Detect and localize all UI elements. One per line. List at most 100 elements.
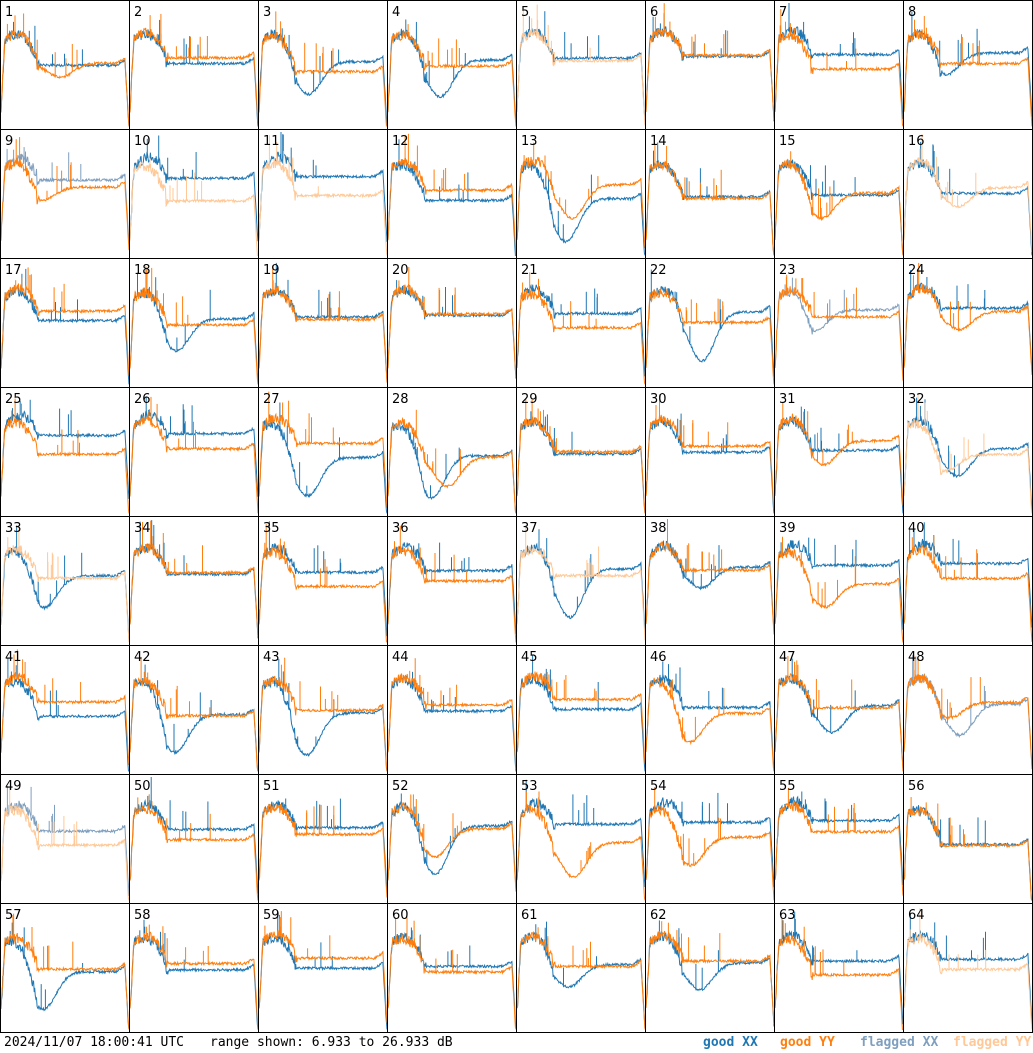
antenna-panel: 31: [774, 392, 904, 514]
spectrum-line: [903, 284, 1033, 375]
spectrum-line: [903, 806, 1033, 901]
panel-label: 21: [521, 263, 538, 278]
legend-good-xx: good XX: [703, 1035, 758, 1050]
panel-label: 59: [263, 908, 280, 923]
panel-label: 54: [650, 779, 667, 794]
panel-label: 28: [392, 392, 409, 407]
panel-label: 50: [134, 779, 151, 794]
spectrum-line: [387, 545, 517, 643]
panel-label: 22: [650, 263, 667, 278]
panel-label: 15: [779, 134, 796, 149]
spectrum-line: [516, 544, 646, 641]
spectrum-line: [0, 158, 130, 251]
spectrum-line: [387, 673, 517, 769]
panel-label: 27: [263, 392, 280, 407]
spectrum-line: [129, 804, 259, 901]
spectrum-line: [645, 539, 775, 633]
panel-label: 16: [908, 134, 925, 149]
antenna-panel: 39: [774, 521, 904, 643]
antenna-panel: 14: [645, 134, 775, 256]
spectrum-line: [903, 29, 1033, 127]
antenna-panel: 61: [516, 908, 646, 1030]
panel-label: 55: [779, 779, 796, 794]
legend-flagged-yy: flagged YY: [953, 1035, 1032, 1050]
spectrum-line: [516, 28, 646, 126]
spectrum-line: [0, 932, 130, 1030]
antenna-panel: 6: [645, 3, 775, 122]
spectrum-line: [129, 798, 259, 894]
spectrum-line: [774, 548, 904, 643]
antenna-panel: 11: [258, 132, 388, 256]
antenna-panel: 34: [129, 520, 259, 639]
panel-label: 6: [650, 5, 658, 20]
panel-label: 48: [908, 650, 925, 665]
spectrum-line: [129, 288, 259, 385]
panel-label: 26: [134, 392, 151, 407]
antenna-panel: 32: [903, 392, 1033, 514]
antenna-panel: 23: [774, 263, 904, 381]
spectrum-line: [903, 544, 1033, 642]
antenna-panel: 50: [129, 777, 259, 901]
antenna-panel: 37: [516, 521, 646, 641]
antenna-panel: 53: [516, 779, 646, 901]
antenna-panel: 38: [645, 519, 775, 635]
antenna-panel: 24: [903, 262, 1033, 375]
antenna-panel: 56: [903, 779, 1033, 901]
panel-label: 51: [263, 779, 280, 794]
spectrum-line: [516, 416, 646, 514]
panel-label: 47: [779, 650, 796, 665]
antenna-panel: 21: [516, 263, 646, 385]
spectrum-line: [903, 156, 1033, 253]
spectrum-line: [516, 159, 646, 256]
panel-label: 41: [5, 650, 22, 665]
spectrum-line: [774, 286, 904, 381]
spectrum-line: [774, 672, 904, 772]
panel-label: 40: [908, 521, 925, 536]
antenna-panel: 60: [387, 908, 517, 1030]
spectrum-line: [903, 673, 1033, 770]
spectrum-line: [387, 157, 517, 255]
antenna-panel: 51: [258, 779, 388, 898]
spectrum-line: [258, 675, 388, 772]
spectrum-line: [774, 935, 903, 1030]
panel-label: 13: [521, 134, 538, 149]
spectrum-line: [258, 546, 388, 643]
spectrum-line: [516, 804, 646, 901]
spectrum-line: [774, 801, 904, 896]
spectrum-line: [903, 158, 1033, 256]
panel-label: 62: [650, 908, 667, 923]
panel-label: 17: [5, 263, 22, 278]
spectrum-line: [645, 286, 775, 377]
antenna-panel: 18: [129, 263, 259, 385]
spectrum-line: [129, 676, 259, 772]
antenna-panel: 47: [774, 650, 904, 772]
spectrum-line: [516, 156, 646, 249]
range-label: range shown: 6.933 to 26.933 dB: [210, 1035, 453, 1050]
panel-label: 43: [263, 650, 280, 665]
panel-label: 11: [263, 134, 280, 149]
panel-label: 44: [392, 650, 409, 665]
spectrum-line: [774, 287, 904, 375]
antenna-panel: 3: [258, 5, 388, 127]
panel-label: 39: [779, 521, 796, 536]
panel-label: 12: [392, 134, 409, 149]
timestamp: 2024/11/07 18:00:41 UTC: [4, 1035, 185, 1050]
antenna-panel: 58: [129, 908, 259, 1030]
antenna-panel: 41: [0, 649, 130, 772]
spectrum-line: [129, 543, 259, 637]
antenna-panel: 2: [129, 5, 259, 127]
spectrum-line: [0, 672, 130, 765]
panel-label: 46: [650, 650, 667, 665]
legend-good-yy: good YY: [780, 1035, 835, 1050]
spectrum-line: [387, 542, 517, 634]
panel-label: 7: [779, 5, 787, 20]
spectrum-line: [129, 160, 258, 256]
antenna-panel: 5: [516, 4, 646, 126]
antenna-panel: 20: [387, 263, 517, 379]
antenna-panel: 7: [774, 3, 904, 127]
spectrum-line: [516, 671, 646, 764]
spectrum-line: [645, 930, 775, 1025]
spectrum-line: [387, 801, 517, 890]
antenna-panel: 12: [387, 133, 517, 256]
